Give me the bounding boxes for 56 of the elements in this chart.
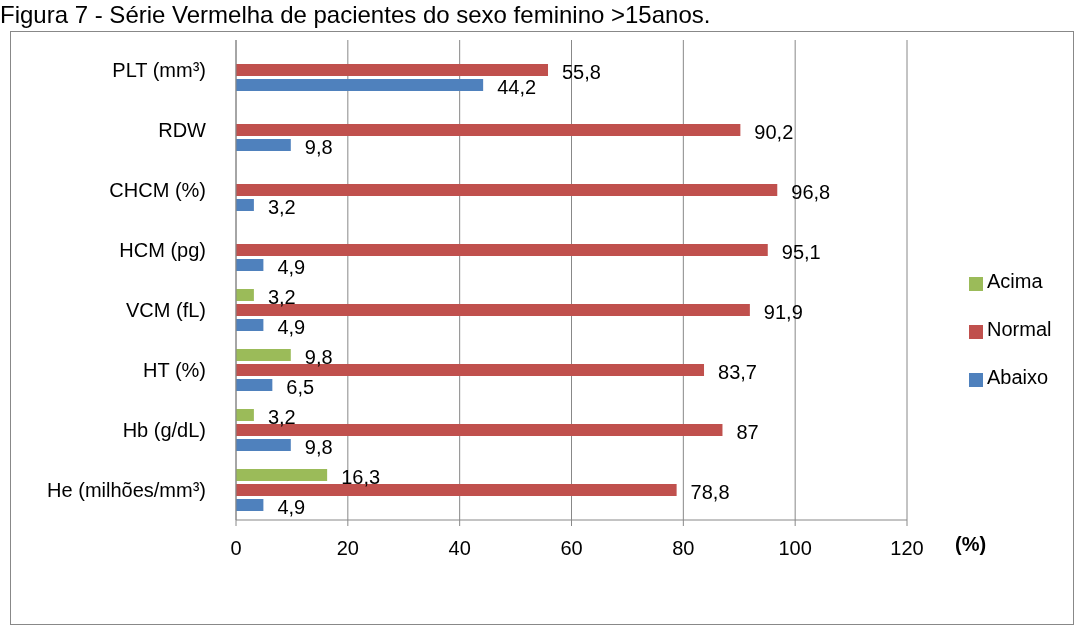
data-label: 16,3 [341, 466, 381, 488]
chart-title: Figura 7 - Série Vermelha de pacientes do sexo feminino >15anos. [0, 1, 711, 29]
legend-label: Acima [987, 270, 1043, 292]
data-label: 83,7 [718, 361, 757, 383]
x-tick-label: 20 [336, 537, 359, 560]
data-label: 90,2 [754, 121, 794, 143]
data-label: 95,1 [781, 241, 821, 263]
data-label: 6,5 [286, 376, 315, 398]
y-tick-label: VCM (fL) [126, 299, 206, 322]
bar [236, 139, 291, 151]
y-tick-label: HCM (pg) [119, 239, 206, 262]
x-tick-label: 80 [672, 537, 695, 560]
bar [236, 64, 549, 76]
bar [236, 184, 778, 196]
data-label: 9,8 [304, 346, 333, 368]
data-label: 55,8 [562, 61, 601, 83]
bar [236, 244, 768, 256]
bar [236, 199, 254, 211]
data-label: 4,9 [277, 496, 306, 518]
legend-label: Normal [987, 318, 1052, 340]
y-tick-label: PLT (mm³) [112, 59, 206, 82]
bar [236, 439, 291, 451]
bar [236, 289, 254, 301]
data-label: 3,2 [267, 286, 296, 308]
bar [236, 409, 254, 421]
bar [236, 124, 741, 136]
bar [236, 379, 273, 391]
y-tick-label: He (milhões/mm³) [47, 479, 206, 502]
y-tick-label: RDW [158, 119, 207, 142]
data-label: 4,9 [277, 316, 306, 338]
data-label: 3,2 [267, 196, 296, 218]
x-tick-label: 120 [890, 537, 924, 560]
bar [236, 319, 264, 331]
y-tick-label: CHCM (%) [109, 179, 206, 202]
data-label: 3,2 [267, 406, 296, 428]
x-axis-title: (%) [955, 532, 987, 555]
data-label: 9,8 [304, 436, 333, 458]
data-label: 96,8 [791, 181, 831, 203]
y-tick-label: Hb (g/dL) [122, 419, 206, 442]
x-tick-label: 100 [778, 537, 812, 560]
data-label: 44,2 [497, 76, 537, 98]
x-tick-label: 0 [230, 537, 242, 560]
x-tick-label: 40 [448, 537, 471, 560]
data-label: 78,8 [690, 481, 730, 503]
data-label: 91,9 [763, 301, 803, 323]
y-tick-label: HT (%) [143, 359, 206, 382]
data-label: 9,8 [304, 136, 333, 158]
bar [236, 349, 291, 361]
bar [236, 259, 264, 271]
data-label: 4,9 [277, 256, 306, 278]
data-label: 87 [736, 421, 759, 443]
x-tick-label: 60 [560, 537, 583, 560]
bar [236, 469, 328, 481]
bar [236, 79, 484, 91]
bar [236, 499, 264, 511]
legend-label: Abaixo [987, 366, 1049, 388]
